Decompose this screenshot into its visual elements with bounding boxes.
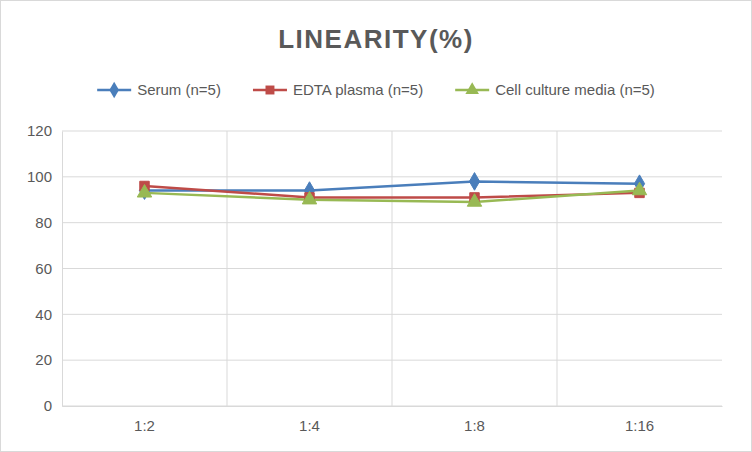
legend-item: Cell culture media (n=5): [455, 81, 655, 98]
series-line: [145, 181, 640, 190]
series-marker: [302, 191, 316, 203]
category-divider: [392, 131, 393, 406]
series-line: [145, 191, 640, 202]
y-tick: 60: [35, 260, 62, 277]
y-axis: 0 20 40 60 80 100 120: [27, 122, 63, 414]
x-tick-label: 1:16: [625, 417, 654, 434]
y-tick-label: 80: [35, 214, 52, 231]
x-tick-label: 1:4: [299, 417, 320, 434]
y-tick: 120: [27, 122, 62, 139]
x-tick-label: 1:8: [464, 417, 485, 434]
legend-marker: [265, 86, 274, 95]
y-tick: 20: [35, 351, 62, 368]
title: LINEARITY(%): [278, 24, 474, 54]
chart: LINEARITY(%) 0 20 40 60 80 100 120 1:2 1:4 1:8 1:16…: [0, 0, 752, 452]
series-marker: [632, 182, 646, 194]
series-marker: [137, 185, 151, 197]
chart-border: [1, 1, 752, 452]
legend-marker: [109, 82, 119, 99]
x-tick-label: 1:2: [134, 417, 155, 434]
legend-label: Cell culture media (n=5): [495, 81, 655, 98]
y-tick: 80: [35, 214, 62, 231]
legend-label: EDTA plasma (n=5): [293, 81, 423, 98]
x-axis: 1:2 1:4 1:8 1:16: [63, 406, 723, 434]
legend-item: Serum (n=5): [97, 81, 221, 98]
legend: Serum (n=5) EDTA plasma (n=5) Cell culture…: [97, 81, 655, 98]
legend-marker: [465, 82, 479, 94]
x-tick: 1:4: [299, 406, 320, 434]
y-tick-label: 40: [35, 306, 52, 323]
y-tick: 40: [35, 306, 62, 323]
category-divider: [557, 131, 558, 406]
category-divider: [227, 131, 228, 406]
plot: 0 20 40 60 80 100 120 1:2 1:4 1:8 1:16: [27, 122, 723, 433]
y-tick-label: 20: [35, 351, 52, 368]
y-tick-label: 100: [27, 168, 52, 185]
y-tick: 0: [44, 397, 62, 414]
x-tick: 1:8: [464, 406, 485, 434]
x-tick: 1:16: [625, 406, 654, 434]
x-tick: 1:2: [134, 406, 155, 434]
legend-label: Serum (n=5): [137, 81, 221, 98]
y-axis-line: [62, 132, 63, 407]
legend-item: EDTA plasma (n=5): [253, 81, 423, 98]
series-marker: [467, 194, 481, 206]
x-axis-line: [63, 406, 723, 407]
series-marker: [469, 173, 479, 191]
y-tick: 100: [27, 168, 62, 185]
y-tick-label: 0: [44, 397, 52, 414]
marks: [137, 173, 646, 207]
y-tick-label: 60: [35, 260, 52, 277]
grid: [62, 131, 722, 406]
y-tick-label: 120: [27, 122, 52, 139]
